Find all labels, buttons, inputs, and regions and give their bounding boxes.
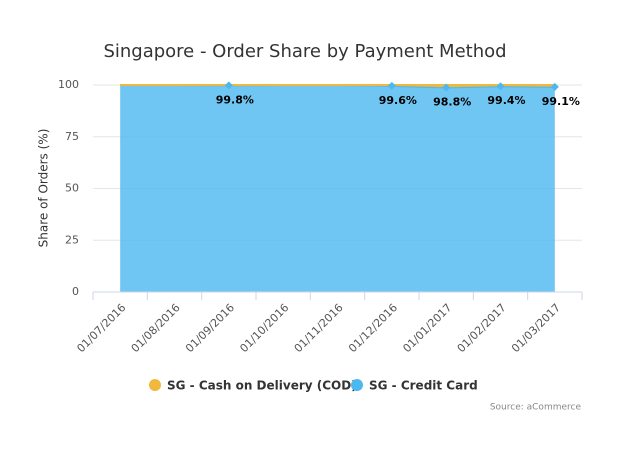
legend-label: SG - Credit Card (369, 379, 478, 393)
chart-title: Singapore - Order Share by Payment Metho… (103, 41, 506, 62)
legend-marker (351, 379, 363, 391)
x-tick-label: 01/02/2017 (455, 301, 509, 355)
x-tick-label: 01/08/2016 (129, 301, 183, 355)
y-tick-label: 100 (58, 78, 79, 91)
y-tick-label: 50 (65, 182, 79, 195)
area-fill (120, 85, 555, 292)
y-tick-label: 25 (65, 233, 79, 246)
source: Source: aCommerce (490, 403, 582, 413)
marker (496, 82, 505, 91)
x-tick-label: 01/09/2016 (183, 301, 237, 355)
legend-marker (149, 379, 161, 391)
data-label: 98.8% (433, 95, 471, 108)
marker (387, 81, 396, 90)
y-tick-label: 0 (72, 285, 79, 298)
x-tick-label: 01/10/2016 (237, 301, 291, 355)
marker (442, 83, 451, 92)
x-tick-label: 01/01/2017 (400, 301, 454, 355)
x-tick-label: 01/03/2017 (509, 301, 563, 355)
x-tick-label: 01/07/2016 (74, 301, 128, 355)
data-label: 99.6% (379, 94, 417, 107)
data-label: 99.1% (542, 95, 580, 108)
marker (224, 81, 233, 90)
y-tick-label: 75 (65, 130, 79, 143)
legend-label: SG - Cash on Delivery (COD) (167, 379, 357, 393)
marker (550, 82, 559, 91)
data-label: 99.4% (487, 94, 525, 107)
x-tick-label: 01/11/2016 (292, 301, 346, 355)
y-axis-label: Share of Orders (%) (37, 129, 51, 248)
x-tick-label: 01/12/2016 (346, 301, 400, 355)
data-label: 99.8% (216, 93, 254, 106)
